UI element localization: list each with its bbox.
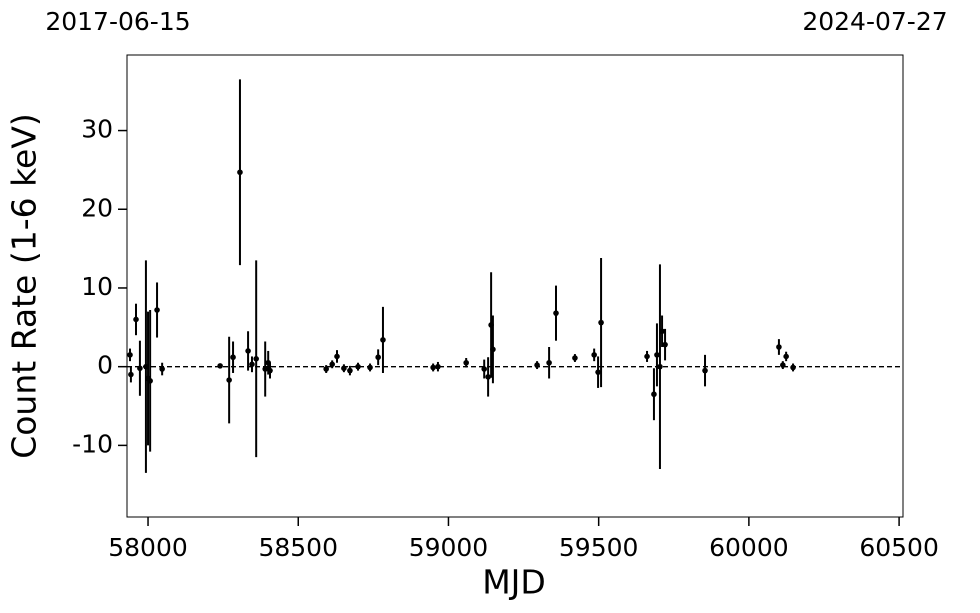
data-point [572, 355, 578, 361]
x-axis-label: MJD [482, 563, 546, 602]
data-point [591, 352, 597, 358]
data-point [147, 378, 153, 384]
x-tick-label: 60500 [859, 533, 939, 562]
data-point [702, 367, 708, 374]
data-point [226, 377, 232, 383]
data-point [127, 352, 133, 358]
data-point [776, 344, 782, 350]
x-tick-label: 58000 [108, 533, 188, 562]
data-point [651, 391, 657, 398]
y-tick-label: 10 [81, 272, 113, 301]
top-date-label: 2024-07-27 [802, 7, 947, 36]
top-date-label: 2017-06-15 [45, 7, 190, 36]
data-point [230, 354, 236, 361]
data-point [644, 353, 650, 360]
data-point [546, 359, 552, 366]
data-point [463, 359, 469, 366]
data-point [137, 365, 143, 372]
plot-frame [126, 54, 904, 518]
data-point [662, 341, 668, 348]
data-point [253, 356, 259, 362]
data-point [654, 352, 660, 358]
data-point [329, 361, 335, 368]
y-tick-label: 30 [81, 115, 113, 144]
data-point [249, 361, 255, 368]
data-point [159, 366, 165, 372]
data-point [133, 316, 139, 323]
data-point [657, 363, 663, 370]
x-tick-label: 59500 [559, 533, 639, 562]
data-point [490, 346, 496, 353]
y-tick-label: -10 [72, 429, 113, 458]
data-point [355, 363, 361, 370]
y-axis-label: Count Rate (1-6 keV) [5, 113, 44, 459]
data-point [481, 366, 488, 372]
data-point [595, 369, 601, 375]
data-point [245, 348, 251, 354]
data-point [347, 367, 353, 374]
data-point [237, 169, 243, 176]
data-point [323, 366, 329, 372]
data-point [534, 362, 540, 368]
data-point [553, 310, 559, 316]
data-point [485, 374, 491, 380]
data-point [435, 363, 441, 370]
y-tick-label: 0 [97, 351, 113, 380]
data-point [375, 354, 381, 361]
x-tick-label: 58500 [258, 533, 338, 562]
x-tick-label: 59000 [409, 533, 489, 562]
data-point [267, 367, 273, 374]
data-point [430, 364, 436, 371]
data-point [598, 319, 604, 326]
data-point [659, 328, 665, 335]
data-point [780, 362, 786, 368]
data-point [217, 363, 223, 369]
data-point [790, 364, 796, 371]
data-point [367, 364, 373, 371]
data-point [783, 353, 789, 360]
data-point [334, 353, 340, 360]
data-point [262, 366, 268, 372]
x-tick-label: 60000 [709, 533, 789, 562]
data-point [341, 365, 347, 372]
y-tick-label: 20 [81, 193, 113, 222]
data-point [128, 371, 134, 378]
data-point [154, 307, 160, 313]
data-point [380, 337, 386, 343]
